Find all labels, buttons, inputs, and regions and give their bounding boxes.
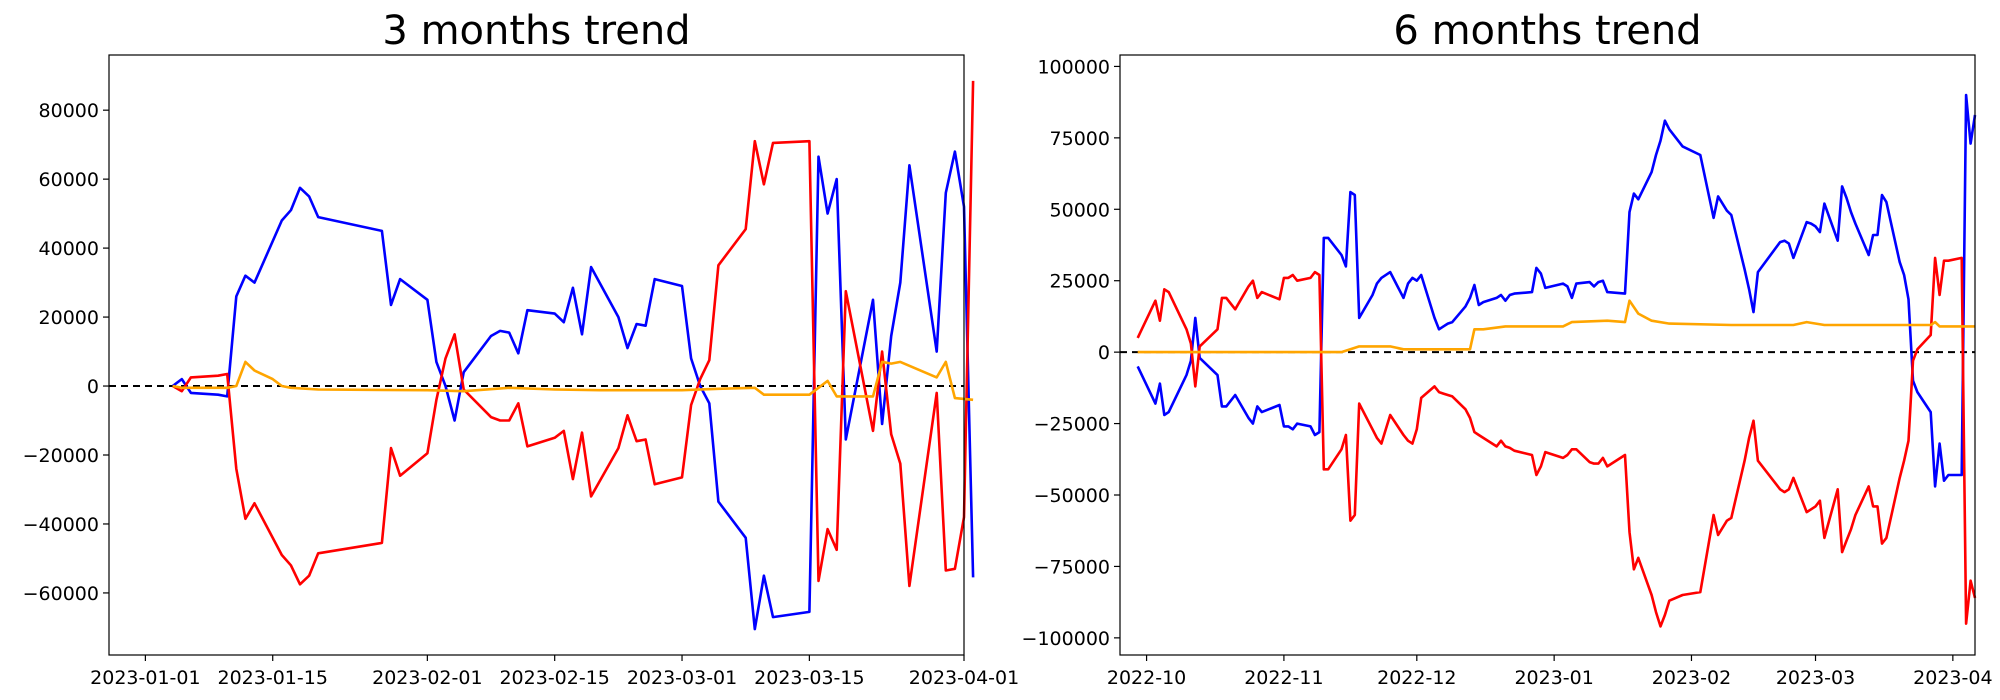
x-tick-label: 2022-11 [1244,667,1323,689]
y-tick-label: −40000 [23,514,99,536]
series-line-2 [172,360,974,402]
chart-3-months: 3 months trend 2023-01-01 2023-01-15 2023-0… [23,8,1020,689]
plot-frame [1119,54,1976,656]
x-tick-label: 2023-03-01 [627,667,737,689]
y-tick-label: 60000 [39,169,99,191]
x-tick-label: 2023-01-15 [218,667,328,689]
x-tick-label: 2022-12 [1377,667,1456,689]
y-tick-label: 20000 [39,307,99,329]
x-tick-label: 2023-01-01 [90,667,200,689]
x-tick-label: 2023-04 [1913,667,1992,689]
series-line-1 [172,80,975,588]
chart-title: 6 months trend [1393,8,1701,54]
x-tick-label: 2023-02-15 [499,667,609,689]
y-tick-label: 0 [1098,342,1110,364]
y-tick-label: −100000 [1022,628,1110,650]
x-tick-label: 2023-01 [1514,667,1593,689]
series-line-0 [1136,93,1977,488]
y-tick-label: −25000 [1034,414,1110,436]
y-tick-label: 100000 [1037,56,1110,78]
x-tick-label: 2023-02 [1652,667,1731,689]
y-tick-label: 75000 [1050,128,1110,150]
y-tick-label: 25000 [1050,271,1110,293]
y-tick-label: −20000 [23,445,99,467]
x-tick-label: 2023-02-01 [372,667,482,689]
x-tick-label: 2023-03-15 [754,667,864,689]
y-tick-label: −50000 [1034,485,1110,507]
x-tick-label: 2023-04-01 [909,667,1019,689]
y-tick-label: 0 [87,376,99,398]
series-line-2 [1137,299,1975,354]
series-line-1 [1136,256,1977,628]
y-tick-label: −60000 [23,583,99,605]
y-tick-label: −75000 [1034,556,1110,578]
series-line-0 [171,150,975,631]
x-tick-label: 2022-10 [1107,667,1186,689]
y-tick-label: 40000 [39,238,99,260]
y-tick-label: 50000 [1050,199,1110,221]
chart-title: 3 months trend [382,8,690,54]
plot-frame [108,54,965,656]
x-tick-label: 2023-03 [1776,667,1855,689]
chart-6-months: 6 months trend 2022-10 2022-11 2022-12 2023-… [1022,8,1993,689]
y-tick-label: 80000 [39,100,99,122]
